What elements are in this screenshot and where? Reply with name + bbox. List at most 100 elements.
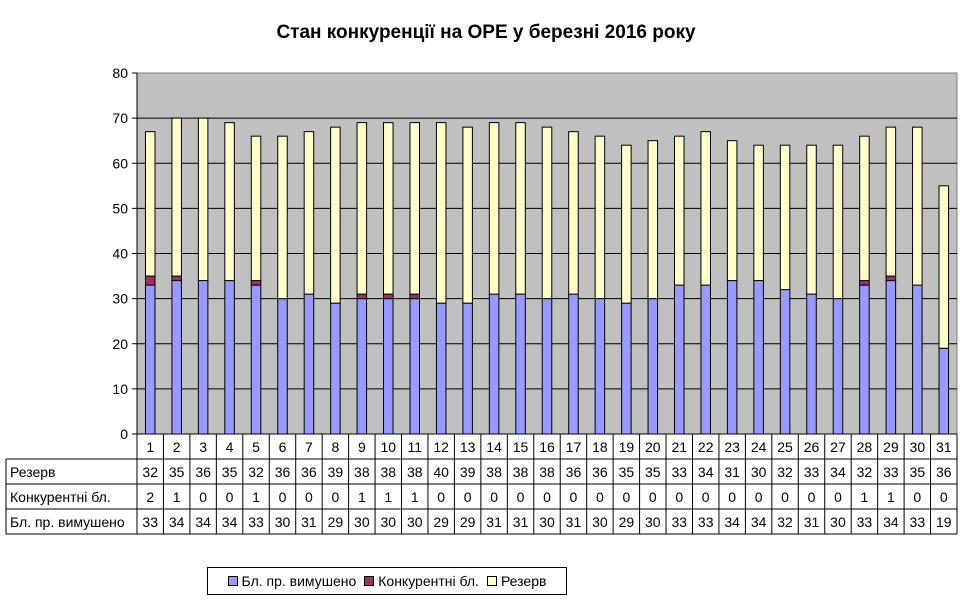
bar-segment — [621, 144, 632, 304]
bar-segment — [409, 298, 421, 435]
table-cell: 1 — [887, 489, 895, 505]
bar-segment — [753, 280, 764, 435]
bar-segment — [250, 284, 262, 435]
category-label: 14 — [486, 439, 502, 455]
legend-label-reserve: Резерв — [500, 573, 547, 589]
table-cell: 1 — [411, 489, 419, 505]
bar-segment — [541, 126, 553, 300]
category-label: 12 — [433, 439, 449, 455]
bar-segment — [621, 302, 632, 435]
category-label: 18 — [592, 439, 608, 455]
table-cell: 31 — [513, 514, 529, 530]
category-label: 3 — [199, 439, 207, 455]
legend-label-forced: Бл. пр. вимушено — [241, 573, 357, 589]
bar-segment — [330, 302, 341, 435]
table-cell: 31 — [566, 514, 582, 530]
table-cell: 0 — [728, 489, 736, 505]
category-label: 27 — [830, 439, 846, 455]
category-label: 26 — [804, 439, 820, 455]
bar-segment — [515, 122, 526, 295]
table-cell: 39 — [460, 464, 476, 480]
table-cell: 0 — [305, 489, 313, 505]
bar-segment — [885, 126, 897, 277]
y-tick-label: 20 — [112, 336, 128, 352]
table-cell: 1 — [252, 489, 260, 505]
bar-segment — [303, 131, 315, 295]
category-label: 17 — [566, 439, 582, 455]
table-cell: 1 — [173, 489, 181, 505]
table-cell: 29 — [460, 514, 476, 530]
legend-item-competitive: Конкурентні бл. — [364, 573, 479, 589]
table-cell: 38 — [354, 464, 370, 480]
table-row-label: Бл. пр. вимушено — [10, 514, 125, 530]
bar-segment — [647, 298, 659, 435]
bar-segment — [462, 126, 473, 304]
bar-segment — [488, 122, 500, 295]
y-tick-label: 30 — [112, 291, 128, 307]
bar-segment — [171, 275, 182, 282]
table-cell: 0 — [543, 489, 551, 505]
table-cell: 30 — [354, 514, 370, 530]
table-cell: 30 — [830, 514, 846, 530]
bar-segment — [409, 293, 421, 300]
bar-segment — [409, 122, 421, 295]
bar-segment — [594, 135, 606, 300]
bar-segment — [938, 347, 950, 435]
table-cell: 30 — [751, 464, 767, 480]
bar-segment — [700, 131, 711, 286]
table-cell: 0 — [490, 489, 498, 505]
bar-segment — [171, 280, 182, 435]
table-cell: 38 — [381, 464, 397, 480]
category-label: 9 — [358, 439, 366, 455]
legend-swatch-reserve — [486, 576, 497, 586]
table-cell: 33 — [910, 514, 926, 530]
bar-segment — [859, 284, 870, 435]
table-cell: 0 — [226, 489, 234, 505]
table-cell: 30 — [275, 514, 291, 530]
table-cell: 36 — [195, 464, 211, 480]
table-cell: 30 — [381, 514, 397, 530]
category-label: 16 — [539, 439, 555, 455]
table-cell: 1 — [861, 489, 869, 505]
table-cell: 38 — [539, 464, 555, 480]
y-tick-label: 60 — [112, 155, 128, 171]
bar-segment — [330, 126, 341, 304]
bar-segment — [488, 293, 500, 435]
table-cell: 0 — [517, 489, 525, 505]
category-label: 8 — [331, 439, 339, 455]
table-cell: 32 — [142, 464, 158, 480]
category-label: 1 — [146, 439, 154, 455]
category-label: 23 — [724, 439, 740, 455]
category-label: 22 — [698, 439, 714, 455]
table-cell: 0 — [279, 489, 287, 505]
table-cell: 0 — [622, 489, 630, 505]
table-cell: 32 — [777, 464, 793, 480]
table-cell: 29 — [328, 514, 344, 530]
bar-segment — [277, 298, 288, 435]
table-cell: 1 — [358, 489, 366, 505]
bar-segment — [541, 298, 553, 435]
bar-segment — [753, 144, 764, 282]
table-cell: 36 — [275, 464, 291, 480]
y-tick-label: 50 — [112, 200, 128, 216]
category-label: 4 — [226, 439, 234, 455]
bar-segment — [859, 280, 870, 286]
bar-segment — [726, 140, 738, 282]
y-tick-label: 70 — [112, 110, 128, 126]
table-cell: 30 — [592, 514, 608, 530]
table-cell: 32 — [777, 514, 793, 530]
table-cell: 33 — [698, 514, 714, 530]
category-label: 19 — [619, 439, 635, 455]
bar-segment — [383, 122, 394, 295]
chart-legend: Бл. пр. вимушено Конкурентні бл. Резерв — [207, 567, 567, 595]
table-cell: 0 — [596, 489, 604, 505]
table-cell: 0 — [755, 489, 763, 505]
bar-segment — [356, 122, 368, 295]
table-cell: 0 — [675, 489, 683, 505]
table-cell: 32 — [857, 464, 873, 480]
table-cell: 0 — [649, 489, 657, 505]
bar-segment — [673, 135, 685, 286]
table-cell: 34 — [169, 514, 185, 530]
bar-segment — [250, 135, 262, 282]
